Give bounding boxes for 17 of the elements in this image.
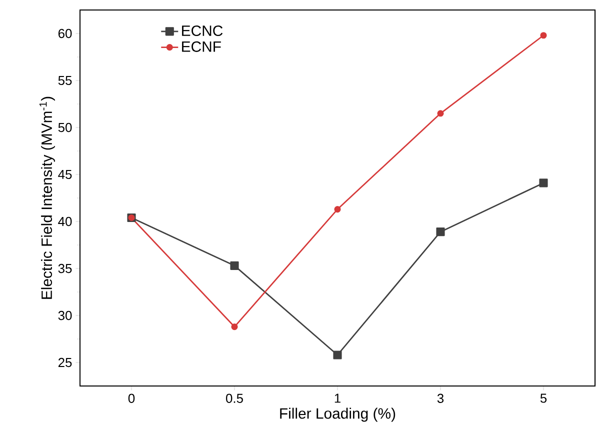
x-tick-label: 0 [128,394,135,403]
y-tick-label: 40 [58,216,72,226]
legend-label: ECNF [182,41,221,52]
y-tick-label: 45 [58,170,72,180]
y-tick-label: 55 [58,76,72,86]
legend-label: ECNC [182,25,223,36]
y-tick-label: 30 [58,310,72,320]
y-axis-title: Electric Field Intensity (MVm$^{-1}$) [39,96,55,299]
y-tick-label: 60 [58,28,72,38]
x-tick-label: 1 [334,394,340,403]
y-tick-label: 25 [58,358,72,368]
x-tick-label: 3 [437,394,444,403]
x-tick-label: 5 [540,394,547,403]
y-tick-label: 35 [58,264,72,274]
y-tick-label: 50 [58,122,72,132]
x-tick-label: 0.5 [226,394,243,403]
x-axis-title: Filler Loading (%) [280,408,396,422]
